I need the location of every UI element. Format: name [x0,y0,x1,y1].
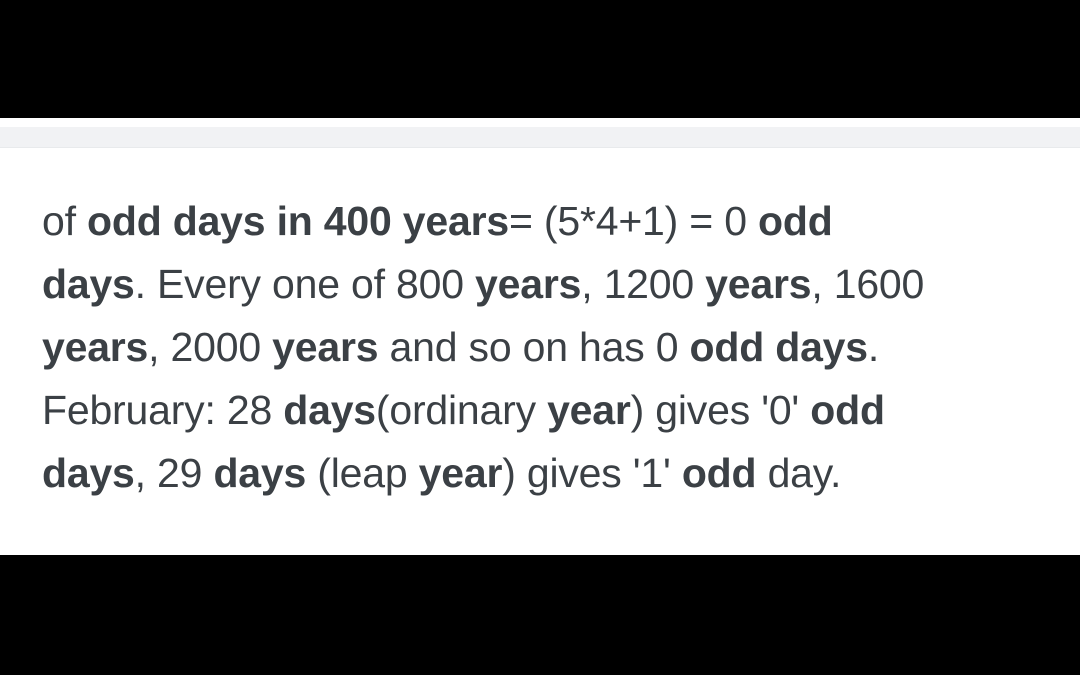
text-line: days, 29 days (leap year) gives '1' odd … [42,442,1060,505]
white-gap [0,118,1080,127]
text-segment: ) gives '1' [502,450,682,496]
text-segment: and so on has 0 [378,324,690,370]
text-segment: ) gives '0' [630,387,811,433]
text-segment: day. [756,450,842,496]
header-strip [0,127,1080,148]
bold-text-segment: years [475,261,582,307]
bold-text-segment: years [42,324,149,370]
text-segment: . [867,324,880,370]
text-segment: February: 28 [42,387,284,433]
text-content-area: of odd days in 400 years= (5*4+1) = 0 od… [0,148,1080,555]
text-segment: (leap [306,450,419,496]
bold-text-segment: days [213,450,307,496]
bold-text-segment: odd days in 400 years [87,198,509,244]
text-segment: = (5*4+1) = 0 [508,198,759,244]
bold-text-segment: years [705,261,812,307]
top-letterbox-bar [0,0,1080,118]
text-line: years, 2000 years and so on has 0 odd da… [42,316,1060,379]
bold-text-segment: odd days [689,324,869,370]
bold-text-segment: days [283,387,376,433]
bold-text-segment: days [42,261,135,307]
text-line: days. Every one of 800 years, 1200 years… [42,253,1060,316]
text-segment: , 1200 [581,261,706,307]
text-segment: (ordinary [375,387,548,433]
text-segment: . Every one of 800 [134,261,476,307]
bold-text-segment: odd [810,387,885,433]
bold-text-segment: year [547,387,631,433]
bold-text-segment: year [418,450,503,496]
text-line: February: 28 days(ordinary year) gives '… [42,379,1060,442]
bottom-letterbox-bar [0,555,1080,675]
bold-text-segment: days [42,450,135,496]
bold-text-segment: odd [758,198,833,244]
text-segment: , 2000 [148,324,273,370]
text-segment: of [42,198,87,244]
text-segment: , 29 [134,450,214,496]
bold-text-segment: odd [681,450,757,496]
text-segment: , 1600 [811,261,925,307]
answer-paragraph: of odd days in 400 years= (5*4+1) = 0 od… [42,190,1060,505]
text-line: of odd days in 400 years= (5*4+1) = 0 od… [42,190,1060,253]
bold-text-segment: years [272,324,379,370]
